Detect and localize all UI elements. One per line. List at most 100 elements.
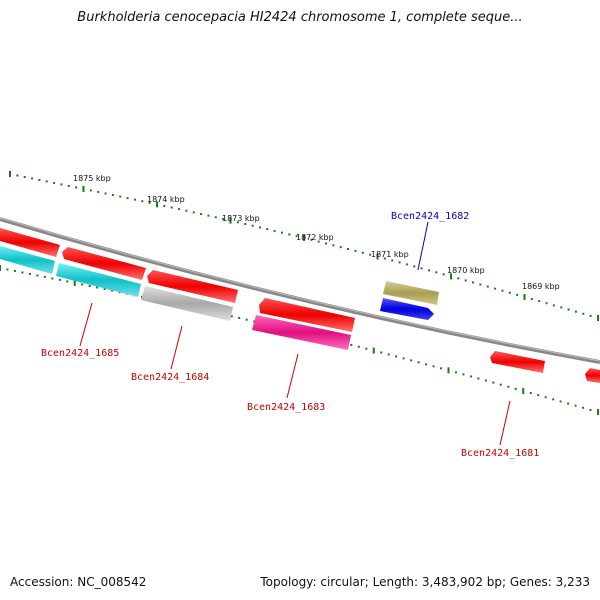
minor-tick xyxy=(582,406,585,409)
minor-tick xyxy=(457,277,460,280)
minor-tick xyxy=(96,286,99,289)
gene-arrow[interactable] xyxy=(147,270,238,303)
major-tick xyxy=(73,279,76,286)
minor-tick xyxy=(251,224,254,227)
minor-tick xyxy=(472,281,475,284)
minor-tick xyxy=(133,198,136,201)
minor-tick xyxy=(266,228,269,231)
kbp-label: 1872 kbp xyxy=(296,233,334,242)
major-tick xyxy=(523,293,526,300)
minor-tick xyxy=(432,365,435,368)
leader-line xyxy=(286,353,299,399)
minor-tick xyxy=(21,271,24,274)
minor-tick xyxy=(477,377,480,380)
minor-tick xyxy=(567,402,570,405)
minor-tick xyxy=(464,279,467,282)
minor-tick xyxy=(81,283,84,286)
gene-arrow[interactable] xyxy=(0,228,60,257)
major-tick xyxy=(450,273,452,280)
kbp-label: 1870 kbp xyxy=(447,266,485,275)
major-tick xyxy=(597,409,599,415)
minor-tick xyxy=(325,242,328,245)
minor-tick xyxy=(440,367,443,370)
minor-tick xyxy=(230,315,233,318)
minor-tick xyxy=(442,273,445,276)
minor-tick xyxy=(214,216,217,219)
minor-tick xyxy=(200,212,203,215)
minor-tick xyxy=(380,351,383,354)
minor-tick xyxy=(36,274,39,277)
minor-tick xyxy=(60,183,63,186)
minor-tick xyxy=(178,208,181,211)
major-tick xyxy=(9,171,11,177)
minor-tick xyxy=(244,222,247,225)
minor-tick xyxy=(462,373,465,376)
minor-tick xyxy=(484,379,487,382)
gene-arrow[interactable] xyxy=(585,368,600,383)
minor-tick xyxy=(391,259,394,262)
accession-text: Accession: NC_008542 xyxy=(10,575,147,589)
gene-arrow[interactable] xyxy=(141,286,233,321)
minor-tick xyxy=(253,320,256,323)
topology-summary: Topology: circular; Length: 3,483,902 bp… xyxy=(260,575,590,589)
minor-tick xyxy=(75,186,78,189)
gene-label[interactable]: Bcen2424_1684 xyxy=(131,372,209,383)
major-tick xyxy=(82,185,85,192)
minor-tick xyxy=(245,318,248,321)
minor-tick xyxy=(365,347,368,350)
gene-label[interactable]: Bcen2424_1682 xyxy=(391,211,469,222)
minor-tick xyxy=(507,385,510,388)
leader-line xyxy=(79,302,93,347)
minor-tick xyxy=(538,300,541,303)
minor-tick xyxy=(51,277,54,280)
lower-tick-track xyxy=(0,265,599,415)
minor-tick xyxy=(552,304,555,307)
gene-arrow[interactable] xyxy=(380,298,434,320)
minor-tick xyxy=(89,189,92,192)
minor-tick xyxy=(141,200,144,203)
minor-tick xyxy=(589,314,592,317)
minor-tick xyxy=(499,383,502,386)
gene-arrow[interactable] xyxy=(383,281,439,305)
minor-tick xyxy=(417,361,420,364)
minor-tick xyxy=(574,310,577,313)
minor-tick xyxy=(28,272,31,275)
minor-tick xyxy=(427,269,430,272)
minor-tick xyxy=(516,293,519,296)
gene-arrow[interactable] xyxy=(252,315,351,350)
minor-tick xyxy=(486,285,489,288)
gene-arrow[interactable] xyxy=(490,351,545,373)
minor-tick xyxy=(425,363,428,366)
minor-tick xyxy=(23,175,26,178)
minor-tick xyxy=(369,253,372,256)
minor-tick xyxy=(104,192,107,195)
minor-tick xyxy=(170,206,173,209)
minor-tick xyxy=(126,197,129,200)
minor-tick xyxy=(192,211,195,214)
minor-tick xyxy=(6,268,9,271)
gene-arrow[interactable] xyxy=(259,298,355,332)
kbp-label: 1874 kbp xyxy=(147,195,185,204)
gene-label[interactable]: Bcen2424_1683 xyxy=(247,402,325,413)
gene-label[interactable]: Bcen2424_1685 xyxy=(41,348,119,359)
kbp-label: 1871 kbp xyxy=(371,250,409,259)
minor-tick xyxy=(222,217,225,220)
minor-tick xyxy=(185,209,188,212)
minor-tick xyxy=(454,371,457,374)
minor-tick xyxy=(350,343,353,346)
gene-arrow[interactable] xyxy=(56,263,141,297)
minor-tick xyxy=(559,400,562,403)
minor-tick xyxy=(574,404,577,407)
minor-tick xyxy=(560,306,563,309)
minor-tick xyxy=(530,298,533,301)
gene-label[interactable]: Bcen2424_1681 xyxy=(461,448,539,459)
minor-tick xyxy=(45,180,48,183)
major-tick xyxy=(0,265,1,271)
gene-arrow[interactable] xyxy=(62,247,146,280)
minor-tick xyxy=(339,246,342,249)
gene-arrow[interactable] xyxy=(0,246,55,274)
minor-tick xyxy=(405,263,408,266)
minor-tick xyxy=(494,287,497,290)
upper-tick-track xyxy=(9,171,599,321)
minor-tick xyxy=(514,387,517,390)
